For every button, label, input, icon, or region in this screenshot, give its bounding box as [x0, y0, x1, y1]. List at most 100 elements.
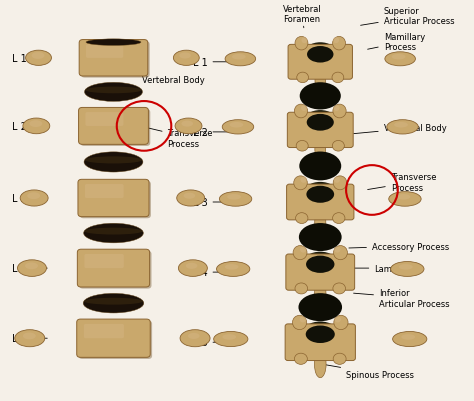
Ellipse shape [292, 316, 307, 330]
Ellipse shape [18, 260, 46, 277]
Ellipse shape [392, 332, 427, 347]
Ellipse shape [333, 176, 347, 190]
Ellipse shape [175, 119, 202, 134]
Ellipse shape [325, 60, 341, 72]
Ellipse shape [325, 128, 342, 140]
FancyBboxPatch shape [81, 110, 150, 147]
Ellipse shape [333, 105, 346, 119]
FancyBboxPatch shape [78, 180, 149, 217]
FancyBboxPatch shape [85, 184, 124, 198]
FancyBboxPatch shape [80, 182, 151, 219]
Ellipse shape [333, 213, 345, 224]
Ellipse shape [334, 316, 348, 330]
FancyBboxPatch shape [287, 113, 353, 148]
Ellipse shape [315, 72, 326, 90]
Ellipse shape [334, 105, 339, 112]
Ellipse shape [333, 283, 346, 294]
Ellipse shape [306, 186, 334, 203]
Ellipse shape [399, 264, 413, 270]
Text: Transverse
Process: Transverse Process [368, 173, 436, 192]
Text: L 4: L 4 [193, 267, 235, 277]
FancyBboxPatch shape [79, 41, 148, 77]
Ellipse shape [332, 73, 344, 83]
Ellipse shape [334, 246, 347, 260]
Ellipse shape [86, 40, 141, 47]
Ellipse shape [335, 316, 341, 323]
FancyBboxPatch shape [81, 42, 150, 79]
Text: Mamillary
Process: Mamillary Process [368, 33, 425, 52]
Ellipse shape [188, 333, 200, 339]
Ellipse shape [25, 263, 38, 269]
Text: Vertebral Body: Vertebral Body [114, 76, 204, 92]
FancyBboxPatch shape [85, 113, 123, 127]
Ellipse shape [26, 51, 52, 66]
FancyBboxPatch shape [86, 45, 123, 59]
FancyBboxPatch shape [287, 185, 354, 220]
Ellipse shape [183, 193, 195, 199]
Ellipse shape [325, 199, 342, 212]
Ellipse shape [301, 38, 307, 44]
Ellipse shape [85, 87, 142, 94]
Ellipse shape [84, 83, 143, 102]
Ellipse shape [179, 53, 191, 59]
Ellipse shape [315, 281, 326, 306]
Ellipse shape [294, 176, 307, 190]
Ellipse shape [304, 111, 337, 132]
Ellipse shape [333, 37, 346, 51]
Ellipse shape [314, 351, 326, 378]
Ellipse shape [303, 182, 337, 204]
FancyBboxPatch shape [79, 251, 152, 289]
Ellipse shape [23, 119, 50, 134]
Ellipse shape [391, 262, 424, 277]
Ellipse shape [173, 51, 199, 66]
Ellipse shape [227, 194, 241, 200]
Ellipse shape [180, 330, 210, 347]
Ellipse shape [301, 177, 307, 183]
Ellipse shape [303, 252, 337, 274]
FancyBboxPatch shape [77, 319, 150, 357]
Ellipse shape [186, 263, 197, 269]
Ellipse shape [178, 260, 207, 277]
Ellipse shape [299, 223, 342, 251]
Ellipse shape [297, 339, 315, 352]
Ellipse shape [295, 37, 308, 51]
Ellipse shape [84, 298, 143, 305]
Ellipse shape [297, 73, 309, 83]
Text: Transverse
Process: Transverse Process [142, 127, 213, 148]
Ellipse shape [27, 193, 40, 200]
Ellipse shape [15, 330, 45, 347]
Ellipse shape [295, 283, 308, 294]
Ellipse shape [392, 55, 405, 60]
Ellipse shape [83, 294, 144, 313]
Ellipse shape [299, 60, 316, 72]
Ellipse shape [304, 43, 337, 64]
Text: L 4: L 4 [12, 263, 47, 273]
Ellipse shape [225, 264, 238, 270]
Ellipse shape [326, 339, 344, 352]
Text: Vertebral
Foramen: Vertebral Foramen [283, 5, 321, 28]
Text: L 1: L 1 [193, 58, 235, 68]
Text: L 3: L 3 [12, 194, 47, 203]
Ellipse shape [332, 141, 344, 152]
Ellipse shape [300, 247, 306, 253]
Ellipse shape [315, 140, 326, 160]
Text: L 2: L 2 [12, 122, 47, 132]
Ellipse shape [298, 269, 315, 282]
Ellipse shape [23, 333, 36, 340]
FancyBboxPatch shape [84, 254, 124, 268]
Ellipse shape [306, 326, 335, 343]
Ellipse shape [315, 211, 326, 234]
Text: L 2: L 2 [192, 128, 235, 138]
Text: Inferior
Articular Process: Inferior Articular Process [354, 289, 450, 308]
Ellipse shape [84, 228, 143, 235]
Ellipse shape [225, 53, 255, 67]
Ellipse shape [294, 353, 307, 365]
Ellipse shape [334, 247, 340, 253]
Ellipse shape [177, 190, 205, 207]
Ellipse shape [298, 199, 315, 212]
FancyBboxPatch shape [285, 324, 356, 360]
Ellipse shape [389, 192, 421, 207]
Text: L 5: L 5 [192, 337, 235, 347]
Ellipse shape [296, 141, 308, 152]
Text: Lamina: Lamina [346, 264, 405, 273]
